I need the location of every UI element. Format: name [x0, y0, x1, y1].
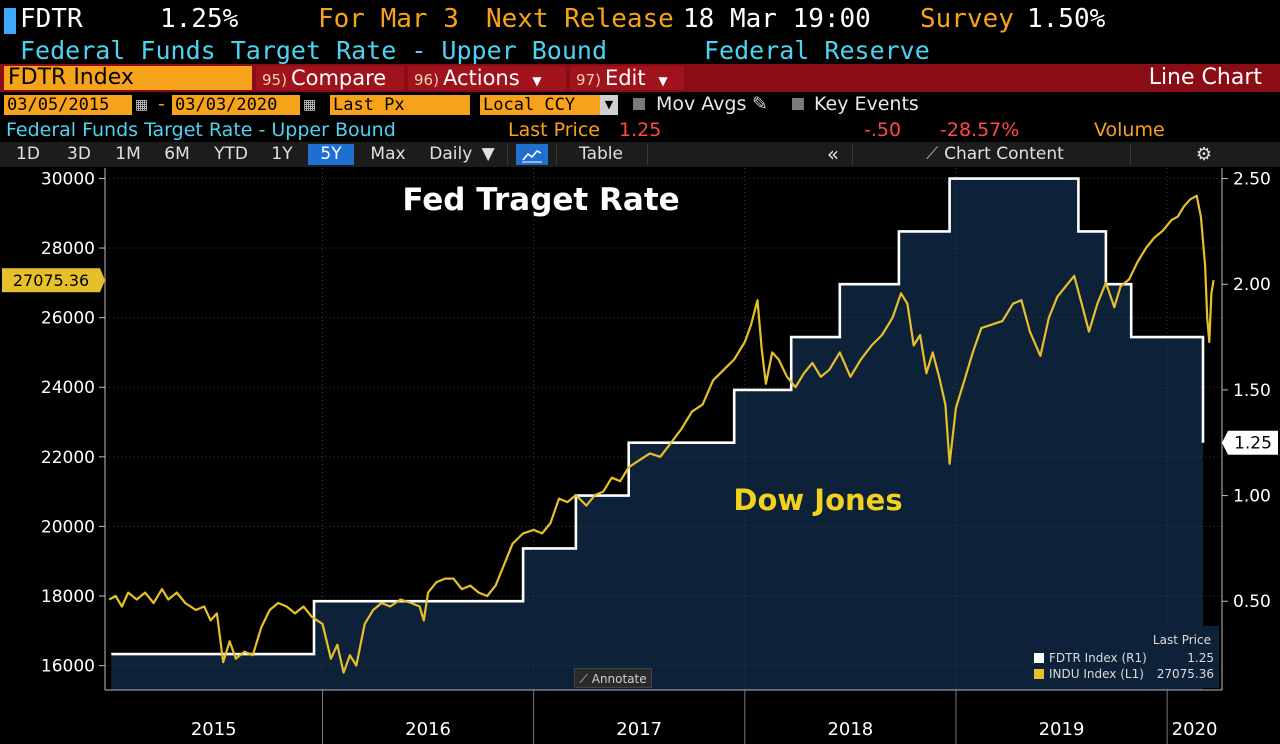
- right-tick-label: 0.50: [1233, 592, 1271, 612]
- for-label: For Mar 3: [318, 4, 459, 34]
- period-button-1y[interactable]: 1Y: [271, 144, 293, 164]
- volume-label: Volume: [1094, 119, 1165, 141]
- date-separator: -: [158, 93, 165, 115]
- mov-avgs-label: Mov Avgs: [656, 93, 747, 115]
- header-value: 1.25%: [160, 4, 239, 34]
- pencil-icon[interactable]: ✎: [752, 93, 768, 115]
- security-source: Federal Reserve: [704, 36, 930, 65]
- right-tick-label: 1.00: [1233, 487, 1271, 507]
- period-button-max[interactable]: Max: [370, 144, 406, 164]
- chevron-down-icon: ▼: [532, 74, 542, 88]
- end-date-field[interactable]: 03/03/2020: [172, 95, 300, 115]
- pencil-icon: ⟋: [579, 672, 588, 686]
- mov-avgs-checkbox[interactable]: [633, 98, 645, 110]
- function-toolbar: FDTR Index 95) Compare 96) Actions ▼ 97) Ed…: [0, 64, 1280, 92]
- left-last-value-pointer: [100, 268, 105, 293]
- key-events-label: Key Events: [814, 93, 919, 115]
- chevron-down-icon: ▼: [481, 144, 495, 164]
- series-name: Federal Funds Target Rate - Upper Bound: [6, 119, 396, 141]
- left-tick-label: 30000: [41, 169, 95, 189]
- chevron-down-icon: ▼: [658, 74, 668, 88]
- next-release-value: 18 Mar 19:00: [683, 4, 871, 34]
- right-last-value-label: 1.25: [1234, 434, 1272, 454]
- left-tick-label: 22000: [41, 448, 95, 468]
- currency-select[interactable]: Local CCY: [480, 95, 600, 115]
- line-chart-icon[interactable]: [516, 144, 548, 165]
- last-price-value: 1.25: [619, 119, 662, 141]
- chart-content-button[interactable]: ⟋ Chart Content: [926, 144, 1064, 164]
- start-date-field[interactable]: 03/05/2015: [4, 95, 132, 115]
- calendar-icon[interactable]: ▦: [303, 97, 317, 113]
- chart-content-icon: ⟋: [926, 144, 939, 164]
- chart-title: Fed Traget Rate: [402, 182, 679, 218]
- table-button[interactable]: Table: [579, 144, 623, 164]
- fdtr-line: [111, 177, 1205, 656]
- compare-button[interactable]: 95) Compare: [256, 66, 404, 90]
- header-bar: FDTR 1.25% For Mar 3 Next Release 18 Mar…: [0, 0, 1280, 38]
- right-tick-label: 2.50: [1233, 170, 1271, 190]
- right-tick-label: 1.50: [1233, 381, 1271, 401]
- right-last-value-pointer: [1222, 430, 1228, 455]
- survey-value: 1.50%: [1027, 4, 1106, 34]
- legend-swatch: [1034, 653, 1044, 663]
- legend-header: Last Price: [1152, 633, 1211, 647]
- left-last-value-tag: [2, 268, 100, 293]
- security-field[interactable]: FDTR Index: [4, 66, 252, 90]
- last-price-label: Last Price: [508, 119, 600, 141]
- period-button-3d[interactable]: 3D: [67, 144, 91, 164]
- change-value: -.50: [864, 119, 902, 141]
- left-tick-label: 20000: [41, 517, 95, 537]
- price-field-select[interactable]: Last Px: [330, 95, 470, 115]
- period-button-5y[interactable]: 5Y: [308, 144, 354, 165]
- security-description: Federal Funds Target Rate - Upper Bound: [20, 36, 607, 65]
- header-ticker: FDTR: [20, 4, 83, 34]
- left-tick-label: 26000: [41, 309, 95, 329]
- dow-jones-annotation: Dow Jones: [733, 483, 902, 517]
- period-button-ytd[interactable]: YTD: [214, 144, 248, 164]
- edit-button[interactable]: 97) Edit ▼: [570, 66, 684, 90]
- chart-type-title: Line Chart: [1148, 65, 1262, 90]
- next-release-label: Next Release: [486, 4, 674, 34]
- right-tick-label: 2.00: [1233, 275, 1271, 295]
- indu-line: [108, 194, 1215, 674]
- left-tick-label: 18000: [41, 587, 95, 607]
- chevron-down-icon[interactable]: ▼: [600, 95, 618, 115]
- x-tick-label: 2015: [191, 719, 237, 740]
- collapse-icon[interactable]: «: [826, 142, 840, 166]
- x-tick-label: 2018: [827, 719, 873, 740]
- actions-button[interactable]: 96) Actions ▼: [408, 66, 566, 90]
- legend-swatch: [1034, 669, 1044, 679]
- left-tick-label: 24000: [41, 378, 95, 398]
- survey-label: Survey: [920, 4, 1014, 34]
- period-bar: [0, 142, 1280, 167]
- left-tick-label: 16000: [41, 657, 95, 677]
- period-button-1m[interactable]: 1M: [115, 144, 141, 164]
- x-tick-label: 2020: [1172, 719, 1218, 740]
- gear-icon[interactable]: ⚙: [1195, 144, 1213, 165]
- annotate-button[interactable]: ⟋ Annotate: [574, 668, 652, 688]
- left-last-value-label: 27075.36: [13, 271, 89, 290]
- x-tick-label: 2019: [1039, 719, 1085, 740]
- command-cursor: [4, 8, 16, 34]
- period-button-1d[interactable]: 1D: [16, 144, 40, 164]
- left-tick-label: 28000: [41, 239, 95, 259]
- key-events-checkbox[interactable]: [792, 98, 804, 110]
- calendar-icon[interactable]: ▦: [135, 97, 149, 113]
- legend-row-indu: INDU Index (L1) 27075.36: [1034, 667, 1214, 681]
- fdtr-area: [111, 178, 1203, 690]
- x-tick-label: 2016: [405, 719, 451, 740]
- chart-legend: Last Price FDTR Index (R1) 1.25 INDU Ind…: [1024, 626, 1219, 688]
- right-last-value-tag: [1228, 430, 1278, 455]
- period-button-6m[interactable]: 6M: [164, 144, 190, 164]
- x-tick-label: 2017: [616, 719, 662, 740]
- frequency-select[interactable]: Daily ▼: [429, 144, 495, 164]
- change-pct-value: -28.57%: [940, 119, 1020, 141]
- legend-row-fdtr: FDTR Index (R1) 1.25: [1034, 651, 1214, 665]
